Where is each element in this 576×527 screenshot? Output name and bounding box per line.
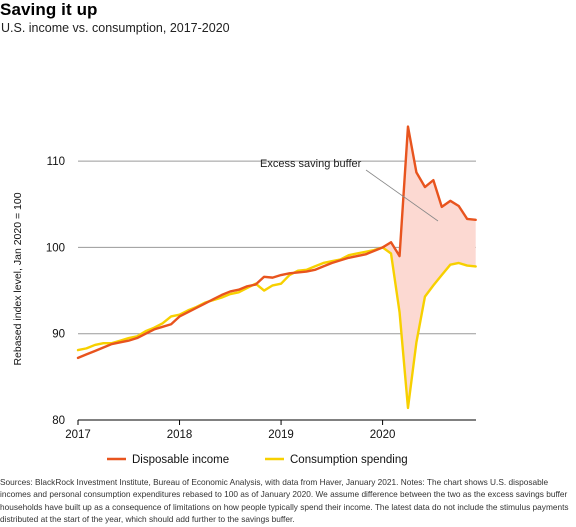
excess-saving-buffer-area [382,126,476,408]
legend-label: Consumption spending [290,454,408,466]
x-axis-ticks: 2017 2018 2019 2020 [65,420,395,441]
y-tick-label: 110 [47,156,65,168]
y-tick-label: 90 [52,329,65,341]
x-tick-label: 2019 [268,429,294,441]
line-chart: 2017 2018 2019 2020 80 90 100 110 Rebased inde… [12,125,477,466]
source-note: Sources: BlackRock Investment Institute,… [0,477,569,524]
x-tick-label: 2020 [370,429,396,441]
y-axis-label: Rebased index level, Jan 2020 = 100 [12,192,24,365]
chart-subtitle: U.S. income vs. consumption, 2017-2020 [1,21,230,35]
y-tick-label: 80 [52,415,65,427]
legend-label: Disposable income [132,454,229,466]
series-lines [76,125,477,410]
y-axis-ticks: 80 90 100 110 [46,156,65,427]
x-tick-label: 2018 [167,429,193,441]
disposable-income-line [76,125,477,360]
x-tick-label: 2017 [65,429,91,441]
annotation-excess-saving-buffer: Excess saving buffer [260,158,362,170]
chart-title: Saving it up [0,0,98,19]
legend: Disposable income Consumption spending [107,454,408,466]
annotation-leader-line [365,169,439,222]
consumption-spending-line [76,246,477,410]
y-tick-label: 100 [46,242,65,254]
